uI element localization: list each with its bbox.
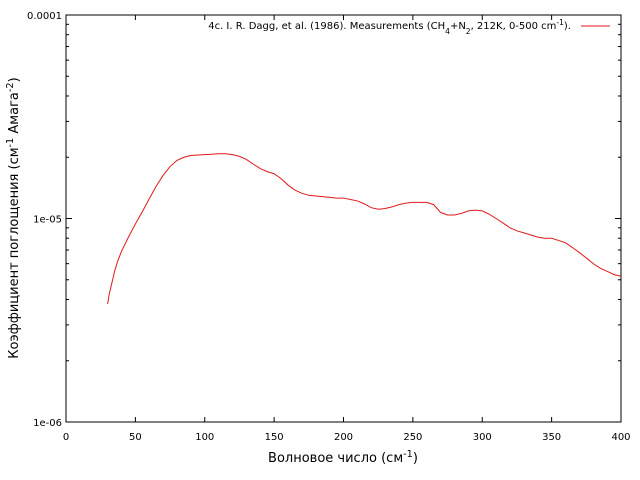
x-tick-label: 250 [403,432,422,443]
x-tick-label: 200 [334,432,353,443]
legend-label: 4c. I. R. Dagg, et al. (1986). Measureme… [208,18,571,36]
x-axis-title: Волновое число (см-1) [268,449,418,467]
x-tick-label: 300 [473,432,492,443]
y-axis-title: Коэффициент поглощения (см-1 Амага-2) [5,77,23,358]
series-line [107,153,622,305]
x-tick-label: 50 [129,432,142,443]
legend: 4c. I. R. Dagg, et al. (1986). Measureme… [208,18,610,36]
plot-frame [65,14,622,423]
x-tick-label: 0 [63,432,69,443]
x-tick-label: 350 [542,432,561,443]
x-tick-label: 150 [265,432,284,443]
x-tick-label: 100 [195,432,214,443]
x-axis-ticks: 0 50 100 150 200 250 300 350 400 [63,15,631,443]
y-tick-label: 0.0001 [27,11,62,22]
y-axis-ticks: 1e-06 1e-05 0.0001 [27,11,621,429]
y-tick-label: 1e-06 [33,418,62,429]
x-tick-label: 400 [611,432,630,443]
y-tick-label: 1e-05 [33,215,62,226]
